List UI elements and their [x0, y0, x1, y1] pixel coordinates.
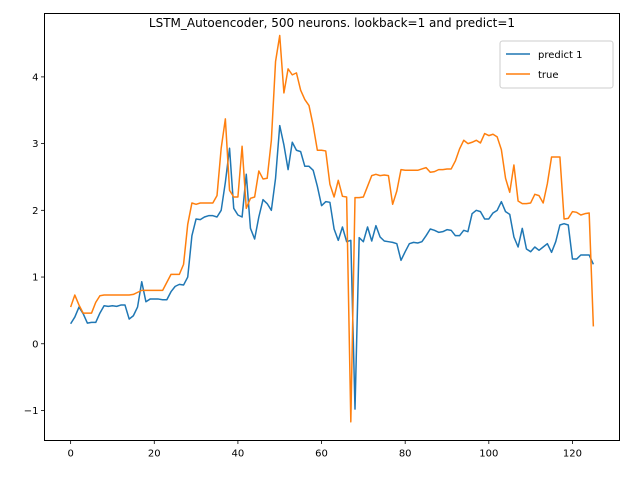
- chart-title: LSTM_Autoencoder, 500 neurons. lookback=…: [149, 16, 515, 30]
- y-tick-label: −1: [24, 406, 39, 417]
- x-tick-label: 80: [399, 449, 412, 460]
- y-tick-label: 2: [32, 206, 38, 217]
- axes-frame: [44, 13, 620, 441]
- y-tick-label: 4: [32, 72, 38, 83]
- x-tick-label: 60: [315, 449, 328, 460]
- plot-area: [69, 34, 595, 423]
- y-tick-label: 1: [32, 273, 38, 284]
- series-line-predict: [70, 124, 595, 410]
- x-tick-label: 0: [67, 449, 73, 460]
- x-tick-label: 40: [232, 449, 245, 460]
- y-tick-label: 3: [32, 139, 38, 150]
- y-tick-label: 0: [32, 339, 38, 350]
- legend-label: true: [538, 70, 559, 81]
- legend-box: [499, 40, 614, 89]
- x-tick-label: 120: [563, 449, 582, 460]
- series-line-true: [69, 34, 595, 423]
- x-axis-ticks: 0 20 40 60 80 100 120: [67, 440, 582, 460]
- legend-label: predict 1: [538, 50, 582, 61]
- x-tick-label: 100: [479, 449, 498, 460]
- x-tick-label: 20: [148, 449, 161, 460]
- y-axis-ticks: −1 0 1 2 3 4: [24, 72, 45, 417]
- legend: predict 1 true: [499, 40, 614, 89]
